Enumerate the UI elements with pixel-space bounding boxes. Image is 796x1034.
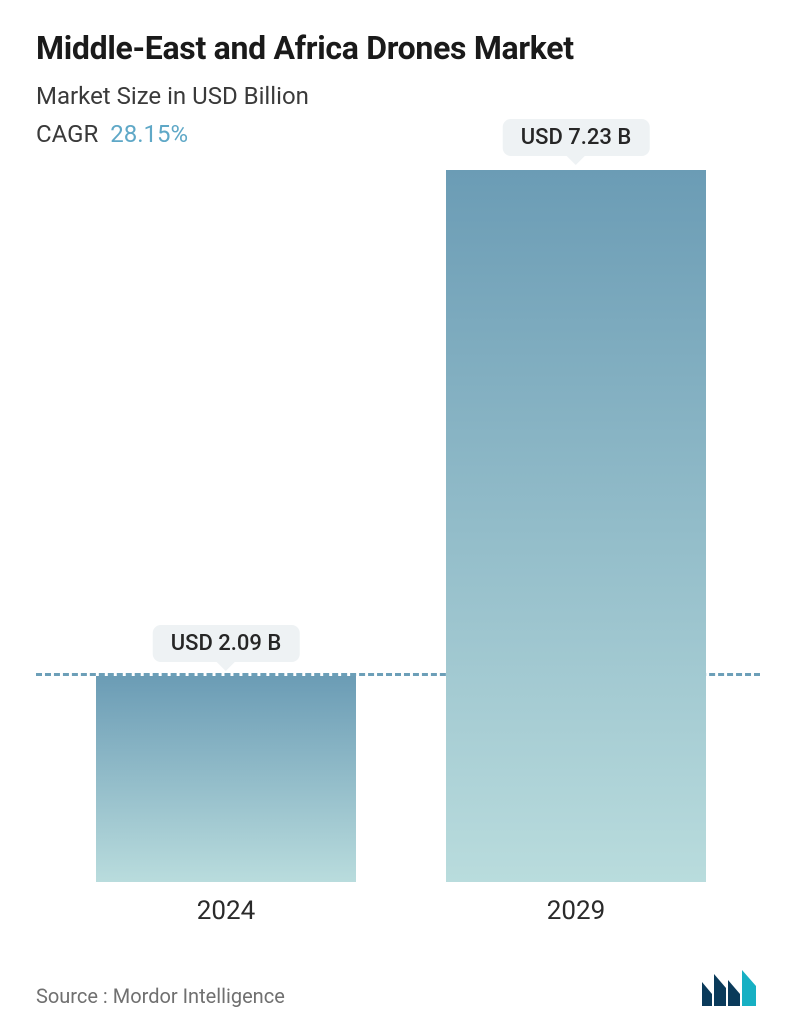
bar-2029	[446, 170, 706, 882]
x-label-2024: 2024	[197, 896, 255, 926]
x-label-2029: 2029	[547, 896, 605, 926]
chart-area: USD 2.09 B 2024 USD 7.23 B 2029	[36, 170, 760, 930]
chart-subtitle: Market Size in USD Billion	[36, 82, 760, 110]
value-pill-2024: USD 2.09 B	[153, 625, 300, 662]
chart-title: Middle-East and Africa Drones Market	[36, 28, 760, 68]
cagr-label: CAGR	[36, 120, 98, 148]
chart-card: Middle-East and Africa Drones Market Mar…	[0, 0, 796, 1034]
brand-logo-icon	[700, 968, 760, 1008]
bars-container: USD 2.09 B 2024 USD 7.23 B 2029	[36, 170, 760, 882]
value-pill-2029: USD 7.23 B	[503, 119, 650, 156]
cagr-value: 28.15%	[110, 120, 188, 148]
bar-2024	[96, 676, 356, 882]
footer: Source : Mordor Intelligence	[36, 968, 760, 1008]
source-label: Source : Mordor Intelligence	[36, 984, 285, 1008]
cagr-row: CAGR 28.15%	[36, 120, 760, 148]
